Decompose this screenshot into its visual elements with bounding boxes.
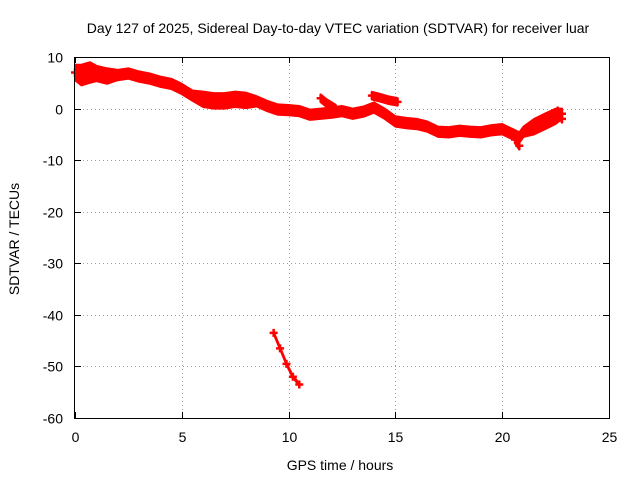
data-point bbox=[423, 122, 432, 131]
data-point bbox=[295, 107, 304, 116]
data-point bbox=[476, 128, 485, 137]
data-point bbox=[359, 107, 368, 116]
y-tick-label: 10 bbox=[47, 50, 63, 66]
data-point bbox=[434, 127, 443, 136]
data-point bbox=[515, 141, 524, 150]
y-tick-label: -10 bbox=[43, 153, 63, 169]
x-axis-label: GPS time / hours bbox=[287, 457, 394, 473]
data-point bbox=[177, 84, 186, 93]
data-point bbox=[305, 110, 314, 119]
data-point bbox=[384, 96, 393, 105]
x-tick-label: 25 bbox=[602, 429, 618, 445]
data-point bbox=[282, 359, 291, 368]
data-point bbox=[231, 95, 240, 104]
data-point bbox=[338, 107, 346, 116]
data-point bbox=[269, 328, 278, 337]
data-point bbox=[263, 101, 272, 110]
plot-border bbox=[74, 57, 610, 419]
data-point bbox=[412, 120, 421, 129]
data-point bbox=[508, 130, 517, 139]
y-tick-label: -20 bbox=[43, 205, 63, 221]
data-point bbox=[199, 95, 208, 104]
y-tick-label: -30 bbox=[43, 256, 63, 272]
data-point bbox=[288, 372, 297, 381]
data-point bbox=[455, 126, 464, 135]
data-point bbox=[498, 125, 507, 134]
data-point bbox=[540, 117, 549, 126]
x-tick-label: 15 bbox=[388, 429, 404, 445]
x-tick-label: 0 bbox=[72, 429, 80, 445]
x-tick-label: 10 bbox=[282, 429, 298, 445]
data-point bbox=[558, 114, 567, 123]
data-point bbox=[241, 96, 250, 105]
data-point bbox=[530, 122, 539, 131]
data-point bbox=[124, 69, 133, 78]
series-segment-2 bbox=[367, 90, 402, 107]
data-point bbox=[167, 79, 176, 88]
data-point bbox=[519, 127, 528, 136]
data-point bbox=[487, 126, 496, 135]
data-series-layer bbox=[71, 61, 567, 389]
data-point bbox=[370, 103, 379, 112]
y-tick-label: -50 bbox=[43, 359, 63, 375]
data-point bbox=[113, 71, 122, 80]
data-point bbox=[331, 104, 340, 113]
y-tick-label: -40 bbox=[43, 308, 63, 324]
data-point bbox=[92, 69, 101, 78]
y-tick-label: -60 bbox=[43, 411, 63, 427]
data-point bbox=[103, 72, 112, 81]
data-point bbox=[511, 135, 520, 144]
data-point bbox=[295, 380, 304, 389]
data-point bbox=[367, 91, 376, 100]
x-tick-label: 5 bbox=[179, 429, 187, 445]
data-point bbox=[348, 109, 357, 118]
y-axis-label: SDTVAR / TECUs bbox=[6, 183, 22, 295]
data-point bbox=[466, 127, 475, 136]
data-point bbox=[374, 93, 383, 102]
data-point bbox=[444, 128, 453, 137]
series-low-arc bbox=[269, 328, 304, 389]
data-point bbox=[156, 77, 165, 86]
data-point bbox=[273, 105, 282, 114]
chart-title: Day 127 of 2025, Sidereal Day-to-day VTE… bbox=[87, 20, 590, 36]
series-segment-3 bbox=[511, 134, 524, 151]
series-segment-1 bbox=[316, 93, 340, 114]
data-point bbox=[402, 119, 411, 128]
data-point bbox=[188, 91, 197, 100]
data-point bbox=[323, 99, 332, 108]
data-point bbox=[276, 344, 285, 353]
data-point bbox=[220, 96, 229, 105]
data-point bbox=[77, 71, 86, 80]
data-point bbox=[391, 117, 400, 126]
y-tick-label: 0 bbox=[55, 102, 63, 118]
data-point bbox=[553, 107, 562, 116]
axis-ticks: 0 5 10 15 20 25 10 0 -10 -20 -30 -40 -50 -60 bbox=[43, 50, 618, 446]
data-point bbox=[135, 72, 144, 81]
data-point bbox=[284, 106, 293, 115]
data-point bbox=[145, 74, 154, 83]
x-tick-label: 20 bbox=[495, 429, 511, 445]
data-point bbox=[393, 97, 402, 106]
data-point bbox=[209, 96, 218, 105]
data-point bbox=[316, 109, 325, 118]
data-point bbox=[252, 97, 261, 106]
data-point bbox=[316, 94, 325, 103]
data-point bbox=[380, 109, 389, 118]
series-segment-4 bbox=[553, 106, 567, 124]
